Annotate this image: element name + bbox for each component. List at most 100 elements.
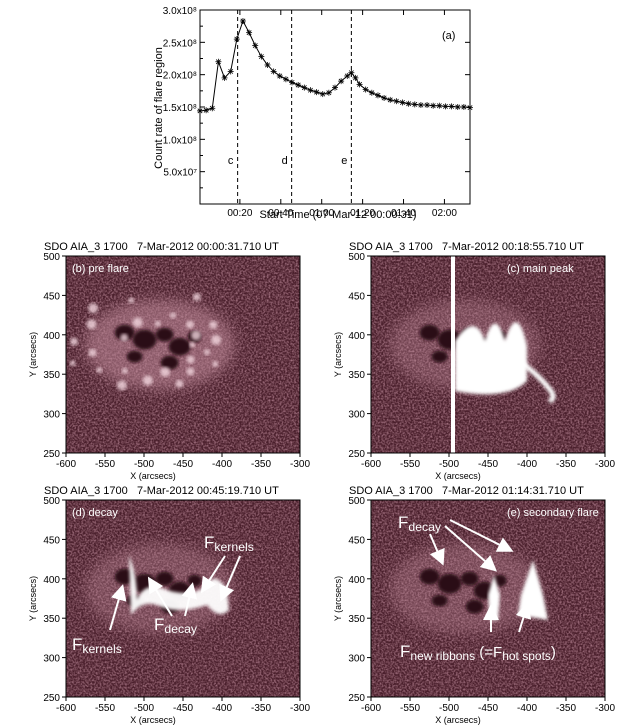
flare-ribbon: [509, 353, 556, 404]
plage: [86, 319, 97, 330]
y-tick-label: 2.5x10⁸: [163, 38, 197, 49]
sunspot: [126, 350, 143, 363]
data-point: [307, 87, 314, 94]
data-point: [393, 98, 400, 105]
annotation-fkernels-top: Fkernels: [204, 533, 254, 554]
y-tick-label: 2.0x10⁸: [163, 71, 197, 82]
map-y-axis-label: Y (arcsecs): [28, 576, 38, 621]
sunspot: [187, 574, 202, 587]
decay-ribbon: [129, 555, 229, 615]
map-x-tick-label: -400: [517, 703, 537, 714]
map-y-tick-label: 450: [43, 535, 60, 546]
data-point: [381, 94, 388, 101]
data-point: [239, 17, 246, 24]
saturation-streak: [451, 256, 455, 453]
data-point: [467, 104, 473, 111]
y-axis: 5.0x10⁷ 1.0x10⁸ 1.5x10⁸ 2.0x10⁸ 2.5x10⁸ 3.0x1…: [163, 6, 470, 189]
plage: [212, 361, 219, 368]
map-y-tick-label: 350: [43, 370, 60, 381]
annotation-arrow: [515, 602, 532, 633]
plage: [160, 366, 171, 377]
data-point: [289, 79, 296, 86]
map-y-axis-label: Y (arcsecs): [333, 332, 343, 377]
plage: [120, 333, 129, 342]
data-point: [203, 107, 210, 114]
annotation-arrow: [429, 533, 445, 566]
image-panels: -600 -550 -500 -450 -400 -350 -300 250 300 350 400…: [28, 252, 615, 725]
sunspot: [419, 324, 440, 341]
chart-panel-label: (a): [442, 30, 455, 42]
data-point: [197, 107, 203, 114]
data-point: [252, 42, 259, 49]
data-point: [454, 104, 461, 110]
annotation-arrow: [147, 576, 173, 617]
x-tick-label: 00:20: [227, 208, 252, 219]
map-x-tick-label: -600: [361, 459, 381, 470]
map-x-tick-label: -450: [173, 459, 193, 470]
plage: [175, 379, 184, 388]
sunspot: [114, 324, 135, 341]
map-x-tick-label: -500: [439, 459, 459, 470]
data-point: [215, 58, 222, 65]
annotation-e-fdecay: Fdecay: [398, 513, 442, 534]
map-x-tick-label: -350: [251, 703, 271, 714]
data-point: [362, 86, 369, 93]
plage: [192, 292, 201, 301]
sunspot: [465, 599, 484, 614]
panel-label: (e) secondary flare: [507, 507, 599, 519]
annotation-fkernels-bottom: Fkernels: [72, 635, 122, 656]
map-x-tick-label: -600: [361, 703, 381, 714]
map-x-tick-label: -550: [95, 459, 115, 470]
data-point: [221, 74, 228, 81]
data-point: [258, 53, 265, 60]
plage: [211, 334, 222, 345]
y-tick-label: 3.0x10⁸: [163, 6, 197, 17]
map-y-tick-label: 450: [43, 291, 60, 302]
sunspot: [132, 329, 157, 350]
panel-d-header: SDO AIA_3 1700 7-Mar-2012 00:45:19.710 U…: [44, 485, 279, 497]
panel-e-header: SDO AIA_3 1700 7-Mar-2012 01:14:31.710 U…: [349, 485, 584, 497]
panel-label: (b) pre flare: [72, 263, 129, 275]
map-y-tick-label: 300: [43, 410, 60, 421]
sunspot: [460, 571, 479, 586]
data-point: [295, 82, 302, 89]
data-point: [282, 76, 289, 83]
map-x-tick-label: -300: [595, 459, 615, 470]
data-point: [411, 101, 418, 108]
x-axis: 00:20 00:40 01:00 01:20 01:40 02:00: [227, 10, 457, 219]
data-point: [332, 84, 338, 91]
map-y-tick-label: 500: [348, 252, 365, 263]
active-region-glow: [84, 299, 235, 390]
plage: [142, 375, 153, 386]
data-point: [227, 68, 234, 75]
map-x-tick-label: -300: [595, 703, 615, 714]
map-x-axis-label: X (arcsecs): [435, 471, 481, 481]
sunspot: [168, 337, 191, 356]
sunspot: [437, 573, 462, 594]
sunspot: [431, 594, 448, 607]
map-y-tick-label: 400: [348, 575, 365, 586]
map-y-tick-label: 500: [43, 496, 60, 507]
plage: [203, 349, 210, 356]
map-y-axis-label: Y (arcsecs): [333, 576, 343, 621]
x-axis-label: Start Time (07-Mar-12 00:00:31): [259, 209, 416, 221]
data-point: [436, 102, 443, 109]
map-x-tick-label: -450: [478, 459, 498, 470]
data-point: [430, 102, 437, 109]
data-point: [448, 103, 455, 110]
data-point: [417, 102, 424, 109]
data-point: [246, 29, 253, 36]
map-y-axis-label: Y (arcsecs): [28, 332, 38, 377]
data-point: [387, 96, 394, 103]
lightcurve-chart: 5.0x10⁷ 1.0x10⁸ 1.5x10⁸ 2.0x10⁸ 2.5x10⁸ 3.0x1…: [153, 6, 473, 221]
map-y-tick-label: 500: [43, 252, 60, 263]
map-y-tick-label: 350: [348, 614, 365, 625]
event-marker-label: e: [341, 155, 347, 167]
data-point: [301, 84, 308, 91]
map-x-tick-label: -550: [95, 703, 115, 714]
data-point: [348, 69, 355, 76]
data-point: [424, 102, 431, 109]
sunspot: [431, 350, 448, 363]
plage: [186, 320, 195, 329]
data-point: [325, 89, 332, 96]
